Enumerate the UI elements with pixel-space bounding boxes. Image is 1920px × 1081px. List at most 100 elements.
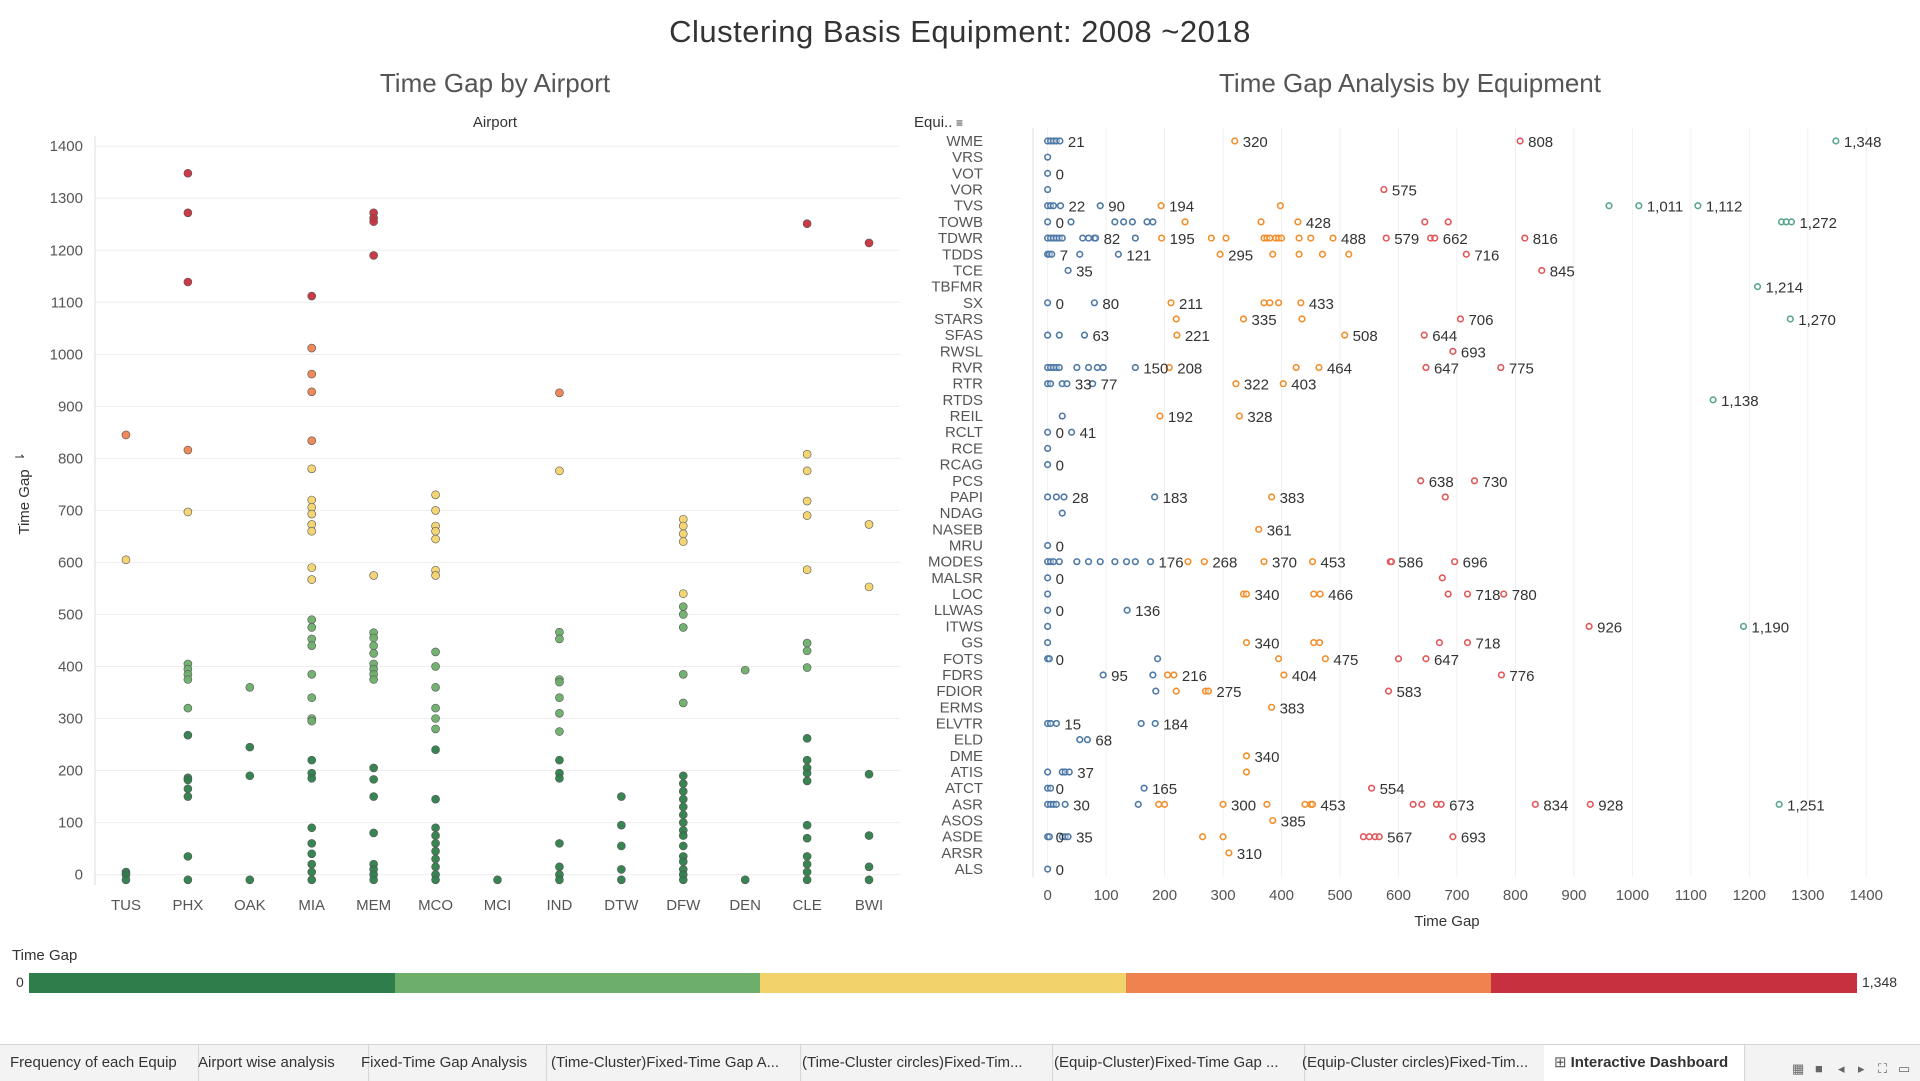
present-mode-icon[interactable]: ▭ xyxy=(1898,1061,1911,1076)
data-point xyxy=(431,823,440,833)
data-point xyxy=(802,859,812,869)
data-label: 35 xyxy=(1076,830,1093,847)
data-point xyxy=(802,663,812,672)
data-label: 21 xyxy=(1068,134,1085,151)
tab-frequency-of-each-equip[interactable]: Frequency of each Equip xyxy=(0,1045,199,1081)
x-tick-label: MCI xyxy=(484,897,512,914)
y-tick-label: PAPI xyxy=(950,489,983,506)
data-point xyxy=(307,859,317,869)
filmstrip-icon[interactable]: ■ xyxy=(1815,1061,1823,1076)
x-tick-label: BWI xyxy=(855,897,883,914)
data-point xyxy=(555,693,564,702)
data-point xyxy=(1207,234,1215,242)
data-point xyxy=(1409,800,1417,808)
data-point xyxy=(431,714,440,723)
data-label: 0 xyxy=(1056,652,1064,669)
y-tick-label: ERMS xyxy=(940,699,983,716)
y-tick-label: PCS xyxy=(952,473,983,490)
data-label: 1,348 xyxy=(1844,134,1882,151)
data-label: 0 xyxy=(1056,830,1064,847)
x-tick-label: TUS xyxy=(111,897,141,914)
data-point xyxy=(1096,202,1104,210)
data-label: 693 xyxy=(1461,344,1486,361)
data-point xyxy=(183,168,193,178)
data-point xyxy=(678,537,688,546)
data-point xyxy=(678,669,688,679)
data-point xyxy=(678,602,688,611)
data-point xyxy=(1298,315,1306,323)
fit-screen-icon[interactable]: ⛶ xyxy=(1878,1061,1888,1076)
tab-fixed-time-gap-analysis[interactable]: Fixed-Time Gap Analysis xyxy=(351,1045,547,1081)
x-tick-label: DEN xyxy=(729,897,761,914)
data-label: 0 xyxy=(1056,215,1064,232)
tab-equip-cluster-circles[interactable]: (Equip-Cluster circles)Fixed-Tim... xyxy=(1292,1045,1563,1081)
airport-scatter-chart[interactable]: 0 100 200 300 400 500 600 700 800 900 1000 1100 1200… xyxy=(0,0,930,940)
y-tick-label: TDDS xyxy=(942,246,983,263)
sort-icon: ⇂ xyxy=(13,452,27,462)
y-tick-label: 1100 xyxy=(51,294,83,311)
data-point xyxy=(1422,363,1430,372)
data-point xyxy=(369,251,378,260)
data-point xyxy=(1099,363,1107,372)
data-point xyxy=(1280,671,1288,679)
data-point xyxy=(431,662,440,671)
data-point xyxy=(369,649,378,658)
data-point xyxy=(1044,574,1052,582)
next-sheet-icon[interactable]: ▸ xyxy=(1858,1061,1865,1076)
data-point xyxy=(555,862,564,872)
data-point xyxy=(617,865,626,874)
data-point xyxy=(1521,234,1529,242)
data-point xyxy=(1058,234,1066,242)
data-point xyxy=(1052,800,1060,808)
equipment-scatter-chart[interactable]: 0 100 200 300 400 500 600 700 800 900 1000 1100 1200… xyxy=(900,0,1890,940)
data-point xyxy=(1242,752,1251,760)
sheet-sorter-icon[interactable]: ▦ xyxy=(1792,1061,1805,1076)
data-point xyxy=(1198,833,1207,841)
data-point xyxy=(1387,558,1396,566)
data-point xyxy=(1052,719,1060,728)
data-label: 706 xyxy=(1468,312,1493,329)
data-point xyxy=(1516,137,1524,145)
data-label: 176 xyxy=(1159,555,1184,572)
data-point xyxy=(1052,493,1060,501)
x-tick-label: 100 xyxy=(1094,887,1119,904)
previous-sheet-icon[interactable]: ◂ xyxy=(1838,1061,1845,1076)
data-point xyxy=(1044,590,1052,598)
data-point xyxy=(1242,768,1251,776)
data-label: 15 xyxy=(1064,716,1081,733)
tab-interactive-dashboard[interactable]: ⊞ Interactive Dashboard xyxy=(1544,1045,1745,1081)
data-point xyxy=(802,768,812,778)
data-label: 192 xyxy=(1168,409,1193,426)
x-tick-label: PHX xyxy=(172,897,203,914)
tab-equip-cluster[interactable]: (Equip-Cluster)Fixed-Time Gap ... xyxy=(1044,1045,1305,1081)
data-point xyxy=(1045,833,1053,841)
data-point xyxy=(1044,622,1052,631)
data-label: 300 xyxy=(1231,797,1256,814)
tab-airport-wise-analysis[interactable]: Airport wise analysis xyxy=(188,1045,369,1081)
data-point xyxy=(802,875,812,885)
data-point xyxy=(1096,558,1104,566)
data-point xyxy=(678,802,688,812)
data-point xyxy=(1200,558,1208,566)
y-tick-label: ARSR xyxy=(941,845,983,862)
y-tick-label: ELD xyxy=(954,732,983,749)
data-point xyxy=(1341,331,1349,339)
data-point xyxy=(1497,363,1505,372)
data-point xyxy=(245,742,255,752)
data-point xyxy=(1045,655,1053,663)
data-point xyxy=(1056,137,1064,145)
data-label: 403 xyxy=(1291,377,1316,394)
data-point xyxy=(1444,218,1452,226)
color-legend-bar xyxy=(29,973,1857,993)
data-point xyxy=(307,563,317,572)
data-label: 673 xyxy=(1449,797,1474,814)
data-point xyxy=(307,575,317,584)
y-tick-label: LOC xyxy=(952,586,983,603)
tab-time-cluster-circles[interactable]: (Time-Cluster circles)Fixed-Tim... xyxy=(792,1045,1053,1081)
data-point xyxy=(1084,558,1093,566)
y-tick-label: RCLT xyxy=(945,424,983,441)
tab-time-cluster[interactable]: (Time-Cluster)Fixed-Time Gap A... xyxy=(541,1045,801,1081)
data-point xyxy=(369,775,378,784)
data-point xyxy=(121,430,131,440)
data-point xyxy=(678,794,688,804)
